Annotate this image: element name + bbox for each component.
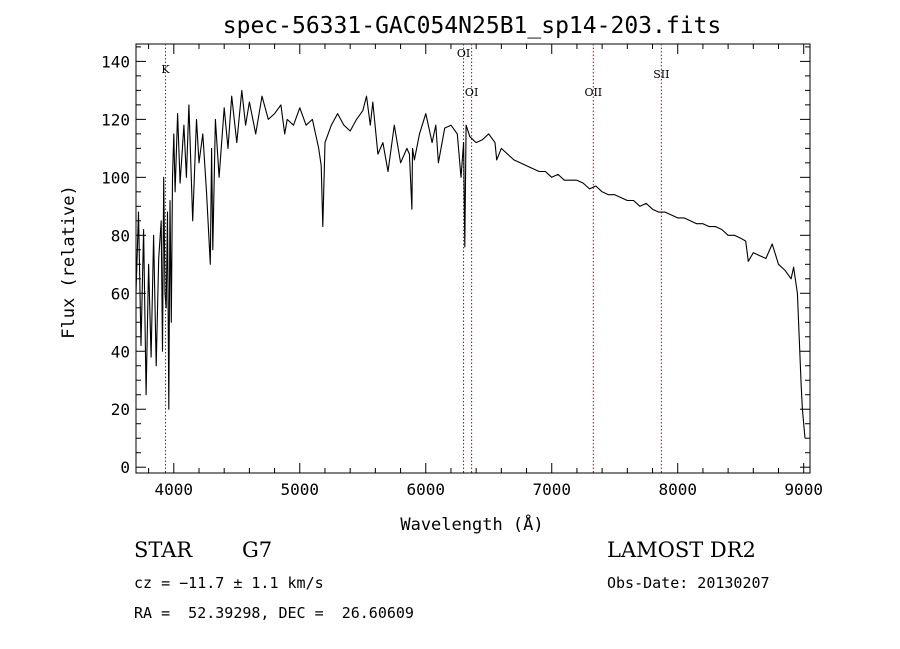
y-tick-label: 0 [120, 458, 130, 477]
x-tick-label: 8000 [658, 480, 697, 499]
plot-frame [135, 43, 811, 474]
redshift-text: cz = −11.7 ± 1.1 km/s [134, 574, 324, 592]
x-tick-label: 9000 [784, 480, 823, 499]
annotation-label: OI [465, 86, 478, 99]
y-tick-label: 120 [101, 110, 130, 129]
y-tick-label: 140 [101, 52, 130, 71]
obs-date-text: Obs-Date: 20130207 [607, 574, 770, 592]
spectrum-line [135, 89, 806, 439]
chart-title: spec-56331-GAC054N25B1_sp14-203.fits [223, 13, 722, 39]
x-tick-label: 7000 [532, 480, 571, 499]
x-tick-label: 5000 [281, 480, 320, 499]
survey-name: LAMOST DR2 [607, 538, 756, 562]
x-tick-label: 6000 [406, 480, 445, 499]
annotation-label: SII [653, 68, 669, 81]
y-tick-label: 80 [111, 226, 130, 245]
coordinates-text: RA = 52.39298, DEC = 26.60609 [134, 604, 414, 622]
annotation-label: OII [584, 86, 602, 99]
x-axis-label: Wavelength (Å) [400, 513, 543, 535]
plot-area: K OI OI OII SII 4000 5000 6000 7000 8000 9000 0 20 40… [101, 43, 823, 499]
y-tick-label: 40 [111, 342, 130, 361]
y-axis-label: Flux (relative) [59, 185, 79, 339]
spectral-subclass: G7 [242, 538, 273, 562]
y-tick-label: 100 [101, 168, 130, 187]
x-tick-label: 4000 [155, 480, 194, 499]
annotation-label: K [161, 63, 170, 76]
annotation-label: OI [457, 47, 470, 60]
y-tick-label: 20 [111, 400, 130, 419]
y-tick-label: 60 [111, 284, 130, 303]
object-class: STAR [134, 538, 193, 562]
